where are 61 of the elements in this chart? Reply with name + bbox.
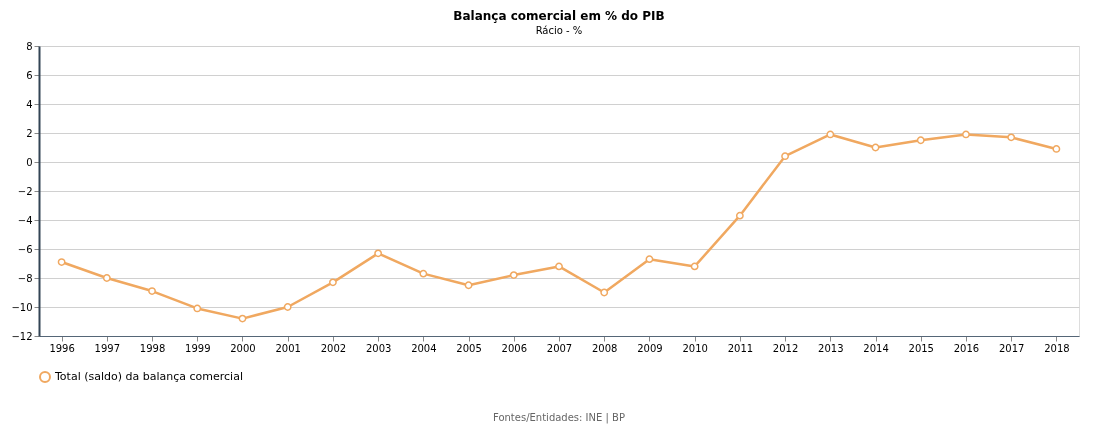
x-tick-label: 2001 <box>275 342 301 354</box>
point <box>102 274 111 282</box>
point <box>419 269 428 278</box>
legend-label: Total (saldo) da balança comercial <box>54 370 243 383</box>
point <box>871 143 880 152</box>
x-tick-label: 1999 <box>185 342 211 354</box>
x-tick-label: 2011 <box>727 342 754 354</box>
y-tick-label: 8 <box>26 40 33 52</box>
point <box>193 304 202 313</box>
x-tick-label: 2013 <box>818 342 844 354</box>
point <box>57 258 66 266</box>
point <box>329 278 337 287</box>
y-tick-label: 4 <box>26 98 33 110</box>
point <box>555 262 563 271</box>
point <box>600 288 609 297</box>
chart-title: Balança comercial em % do PIB <box>453 9 665 23</box>
x-tick-label: 2008 <box>591 342 618 354</box>
point <box>374 249 383 258</box>
x-tick-label: 2002 <box>320 342 347 354</box>
point <box>690 262 699 271</box>
point <box>283 303 292 311</box>
y-tick-label: 6 <box>26 69 33 81</box>
point <box>962 130 970 139</box>
text: Fontes/Entidades: INE | BP <box>493 412 625 424</box>
point <box>916 136 925 145</box>
x-tick-label: 2000 <box>230 342 256 354</box>
x-tick-label: 2017 <box>998 342 1025 354</box>
point <box>148 287 156 295</box>
x-tick-label: 2016 <box>953 342 980 354</box>
chart-subtitle: Rácio - % <box>535 25 583 36</box>
point <box>1007 133 1016 142</box>
point <box>238 314 247 323</box>
point <box>645 255 654 264</box>
x-tick-label: 2006 <box>501 342 528 354</box>
y-tick-label: 0 <box>26 156 33 168</box>
y-tick-label: 2 <box>26 127 33 139</box>
x-tick-label: 1996 <box>49 342 75 354</box>
x-tick-label: 2015 <box>908 342 934 354</box>
x-tick-label: 2014 <box>863 342 889 354</box>
x-tick-label: 2005 <box>456 342 482 354</box>
y-tick-label: −8 <box>17 272 33 284</box>
y-tick-label: −6 <box>17 243 33 255</box>
x-tick-label: 2003 <box>365 342 392 354</box>
x-tick-label: 2018 <box>1044 342 1070 354</box>
y-tick-label: −2 <box>17 185 33 197</box>
x-tick-label: 2004 <box>411 342 437 354</box>
point <box>735 211 744 220</box>
point <box>826 130 835 139</box>
x-tick-label: 2010 <box>682 342 708 354</box>
x-tick-label: 1998 <box>139 342 166 354</box>
point <box>1052 145 1061 153</box>
y-tick-label: −12 <box>11 330 33 342</box>
point <box>464 281 473 290</box>
x-tick-label: 2009 <box>637 342 663 354</box>
y-tick-label: −4 <box>17 214 33 226</box>
x-tick-label: 2007 <box>546 342 573 354</box>
point <box>781 152 789 161</box>
y-tick-label: −10 <box>11 301 33 313</box>
point <box>509 271 518 280</box>
x-tick-label: 1997 <box>94 342 121 354</box>
x-tick-label: 2012 <box>772 342 799 354</box>
